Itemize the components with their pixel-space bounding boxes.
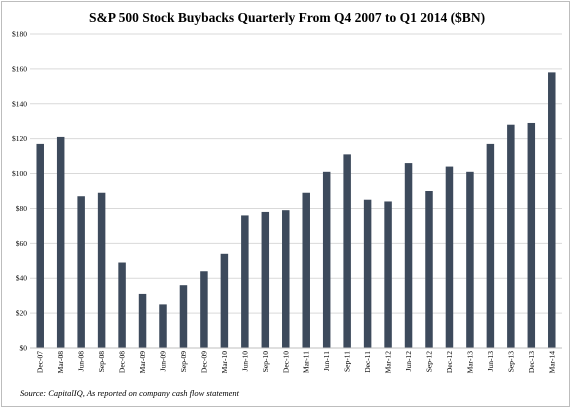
x-tick-label: Dec-13 — [527, 351, 536, 373]
bar-mar-13 — [466, 171, 474, 348]
x-tick-label: Sep-11 — [343, 351, 352, 372]
bar-dec-13 — [527, 122, 536, 348]
y-tick-label: $180 — [12, 30, 27, 39]
y-tick-label: $120 — [12, 134, 27, 143]
x-tick-label: Jun-10 — [240, 351, 249, 372]
gridlines — [30, 33, 562, 314]
bar-jun-08 — [77, 196, 85, 348]
x-tick-label: Jun-08 — [77, 351, 86, 372]
x-tick-label: Mar-09 — [138, 351, 147, 374]
x-tick-label: Sep-08 — [97, 351, 106, 372]
bar-sep-10 — [261, 211, 270, 348]
y-tick-label: $80 — [16, 204, 28, 213]
bar-dec-09 — [200, 271, 208, 348]
chart-title: S&P 500 Stock Buybacks Quarterly From Q4… — [89, 10, 485, 25]
bar-dec-10 — [282, 210, 290, 348]
x-tick-label: Sep-13 — [506, 351, 515, 372]
x-tick-label: Dec-10 — [281, 351, 290, 373]
x-tick-label: Dec-08 — [118, 351, 127, 373]
x-tick-label: Sep-09 — [179, 351, 188, 372]
x-tick-label: Sep-12 — [425, 351, 434, 372]
x-tick-label: Jun-09 — [159, 351, 168, 372]
bar-mar-14 — [548, 72, 556, 348]
bar-jun-10 — [241, 215, 249, 348]
bar-dec-12 — [445, 166, 454, 348]
bar-jun-12 — [404, 163, 413, 348]
bar-mar-10 — [220, 253, 229, 348]
x-axis-ticks: Dec-07 Mar-08 Jun-08 Sep-08 Dec-08 Mar-09 Jun-… — [36, 351, 557, 374]
x-tick-label: Jun-13 — [486, 351, 495, 372]
bar-dec-08 — [118, 262, 126, 348]
bar-sep-12 — [425, 191, 433, 348]
y-tick-label: $160 — [12, 64, 27, 73]
y-axis-ticks: $0 $20 $40 $60 $80 $100 $120 $140 $160 $180 — [12, 30, 27, 353]
bar-mar-11 — [302, 192, 310, 348]
y-tick-label: $40 — [16, 274, 28, 283]
y-tick-label: $60 — [16, 239, 28, 248]
bar-mar-09 — [138, 293, 147, 348]
y-tick-label: $20 — [16, 309, 28, 318]
x-tick-label: Dec-07 — [36, 351, 45, 373]
y-tick-label: $0 — [20, 344, 28, 353]
bar-dec-11 — [363, 199, 372, 348]
x-tick-label: Jun-11 — [322, 351, 331, 371]
bar-jun-13 — [486, 143, 495, 348]
x-tick-label: Mar-12 — [384, 351, 393, 374]
bar-jun-09 — [159, 304, 167, 348]
bar-mar-12 — [384, 201, 392, 348]
x-tick-label: Mar-11 — [302, 351, 311, 373]
bar-sep-13 — [507, 124, 515, 348]
bar-sep-11 — [343, 154, 351, 348]
x-tick-label: Mar-14 — [547, 351, 556, 374]
x-tick-label: Dec-11 — [363, 351, 372, 373]
bar-jun-11 — [322, 171, 331, 348]
y-tick-label: $100 — [12, 169, 27, 178]
bar-sep-08 — [97, 192, 106, 348]
x-tick-label: Mar-10 — [220, 351, 229, 374]
x-tick-label: Mar-13 — [465, 351, 474, 374]
bar-dec-07 — [36, 143, 44, 348]
bars — [36, 72, 556, 348]
x-tick-label: Dec-12 — [445, 351, 454, 373]
y-tick-label: $140 — [12, 99, 27, 108]
x-tick-label: Mar-08 — [56, 351, 65, 374]
x-tick-label: Jun-12 — [404, 351, 413, 372]
chart-source: Source: CapitalIQ, As reported on compan… — [20, 388, 240, 398]
x-tick-label: Sep-10 — [261, 351, 270, 372]
bar-sep-09 — [179, 285, 188, 348]
x-tick-label: Dec-09 — [199, 351, 208, 373]
bar-mar-08 — [56, 136, 65, 348]
